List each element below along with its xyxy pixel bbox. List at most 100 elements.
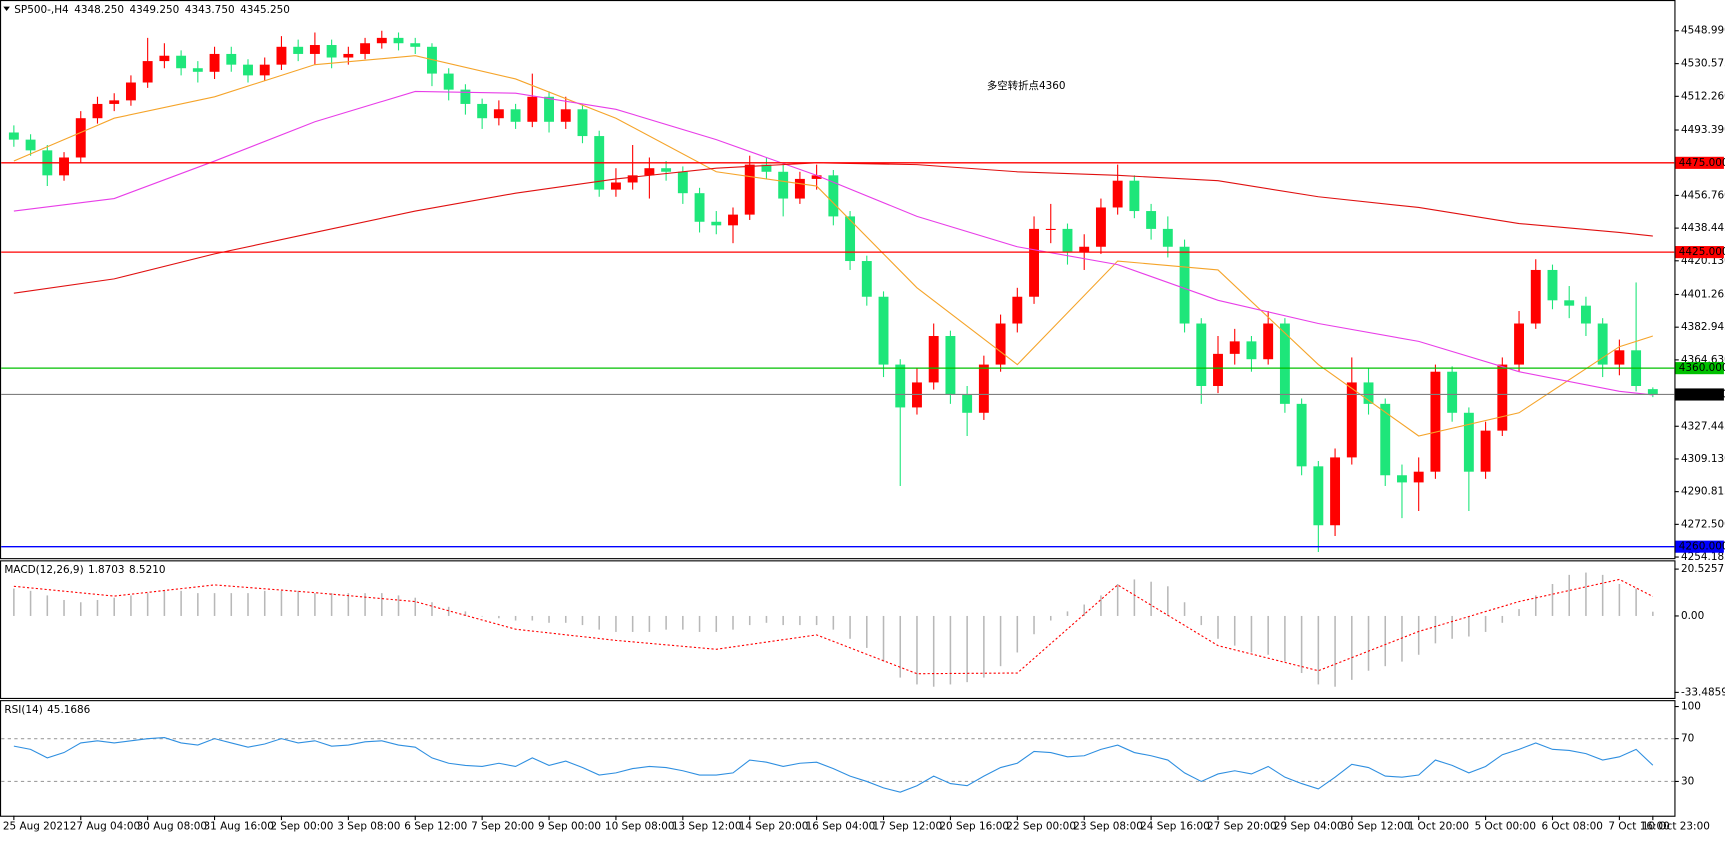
x-tick-label: 1 Oct 20:00 bbox=[1408, 821, 1469, 833]
candle-body bbox=[1263, 323, 1274, 360]
x-tick-label: 20 Sep 16:00 bbox=[939, 821, 1009, 833]
macd-bar bbox=[381, 593, 383, 616]
menu-triangle[interactable] bbox=[3, 6, 10, 12]
macd-bar bbox=[1233, 615, 1236, 646]
y-tick-label: 20.5257 bbox=[1681, 563, 1724, 575]
macd-bar bbox=[1200, 615, 1203, 626]
y-tick-label: 4456.760 bbox=[1681, 189, 1725, 201]
ohlc-value: 4348.250 bbox=[74, 4, 124, 16]
candle-body bbox=[577, 109, 588, 137]
macd-bar bbox=[531, 615, 534, 621]
y-tick-label: 0.00 bbox=[1681, 610, 1704, 622]
macd-bar bbox=[581, 615, 584, 626]
candle-body bbox=[25, 139, 36, 151]
macd-bar bbox=[1033, 615, 1035, 635]
candle-body bbox=[1647, 389, 1658, 395]
candle-body bbox=[1112, 180, 1123, 208]
candle-body bbox=[1514, 323, 1524, 365]
x-tick-label: 3 Sep 08:00 bbox=[337, 821, 400, 833]
candle-body bbox=[75, 118, 86, 158]
x-tick-label: 25 Aug 2021 bbox=[3, 821, 70, 833]
candle-body bbox=[276, 46, 287, 65]
macd-bar bbox=[615, 615, 617, 632]
candle-body bbox=[1413, 471, 1424, 483]
indicator-value: 45.1686 bbox=[47, 704, 90, 716]
macd-bar bbox=[29, 590, 32, 616]
candle-body bbox=[1530, 269, 1541, 324]
y-tick-label: 4530.575 bbox=[1681, 58, 1725, 70]
macd-bar bbox=[866, 615, 868, 648]
indicator-title: MACD(12,26,9) bbox=[4, 564, 83, 576]
candle-body bbox=[343, 53, 354, 58]
macd-bar bbox=[1534, 595, 1537, 616]
x-tick-label: 6 Oct 08:00 bbox=[1541, 821, 1602, 833]
candle-body bbox=[1580, 305, 1591, 324]
x-tick-label: 22 Sep 00:00 bbox=[1006, 821, 1076, 833]
candle-body bbox=[1313, 466, 1324, 526]
macd-bar bbox=[1635, 588, 1637, 616]
y-tick-label: 4290.815 bbox=[1681, 486, 1725, 498]
main-panel-frame bbox=[0, 0, 1676, 560]
macd-bar bbox=[832, 615, 835, 630]
level-box bbox=[1675, 540, 1724, 553]
macd-bar bbox=[665, 615, 667, 630]
macd-bar bbox=[447, 606, 450, 616]
macd-bar bbox=[949, 615, 952, 685]
macd-bar bbox=[397, 595, 400, 616]
x-tick-label: 23 Sep 08:00 bbox=[1073, 821, 1143, 833]
candle-body bbox=[728, 214, 738, 226]
candle-body bbox=[1463, 412, 1474, 472]
y-tick-label: 4272.500 bbox=[1681, 518, 1725, 530]
candle-body bbox=[560, 109, 571, 122]
candle-body bbox=[59, 157, 69, 176]
x-tick-label: 30 Aug 08:00 bbox=[137, 821, 207, 833]
macd-bar bbox=[1100, 595, 1102, 616]
candle-body bbox=[1179, 246, 1190, 324]
candle-body bbox=[125, 82, 136, 101]
moving-average bbox=[13, 90, 1653, 396]
x-tick-label: 17 Sep 12:00 bbox=[873, 821, 943, 833]
x-tick-label: 9 Sep 00:00 bbox=[538, 821, 601, 833]
rsi-plot bbox=[1, 737, 1675, 793]
macd-bar bbox=[1317, 615, 1320, 685]
candle-body bbox=[644, 168, 655, 176]
moving-average bbox=[13, 55, 1653, 437]
macd-bar bbox=[1133, 579, 1136, 616]
macd-bar bbox=[1300, 615, 1303, 674]
x-tick-label: 27 Sep 20:00 bbox=[1207, 821, 1277, 833]
macd-bar bbox=[263, 590, 266, 616]
ohlc-value: 4349.250 bbox=[130, 4, 180, 16]
candle-body bbox=[393, 37, 404, 44]
macd-bar bbox=[230, 593, 233, 616]
x-tick-label: 10 Sep 08:00 bbox=[605, 821, 675, 833]
level-label: 4425.000 bbox=[1679, 246, 1725, 258]
candle-body bbox=[794, 178, 805, 199]
candle-body bbox=[1095, 207, 1106, 247]
candle-body bbox=[677, 171, 688, 194]
annotation: 多空转折点4360 bbox=[987, 79, 1066, 92]
candle-body bbox=[1196, 323, 1207, 387]
y-tick-label: 4493.390 bbox=[1681, 124, 1725, 136]
x-tick-label: 31 Aug 16:00 bbox=[204, 821, 274, 833]
level-box bbox=[1675, 156, 1724, 169]
macd-bar bbox=[79, 602, 82, 616]
macd-bar bbox=[1367, 615, 1370, 671]
x-tick-label: 14 Sep 20:00 bbox=[739, 821, 809, 833]
candle-body bbox=[544, 96, 554, 122]
main-plot bbox=[1, 30, 1675, 553]
macd-bar bbox=[1083, 604, 1085, 616]
macd-bar bbox=[748, 615, 751, 626]
x-tick-label: 27 Aug 04:00 bbox=[70, 821, 140, 833]
y-tick-label: 100 bbox=[1681, 701, 1701, 713]
x-tick-label: 5 Oct 00:00 bbox=[1475, 821, 1536, 833]
x-tick-label: 7 Sep 20:00 bbox=[471, 821, 534, 833]
candle-body bbox=[1564, 300, 1575, 306]
macd-bar bbox=[682, 615, 684, 630]
candle-body bbox=[978, 364, 989, 413]
macd-bar bbox=[1167, 586, 1169, 616]
macd-bar bbox=[882, 615, 885, 662]
candle-body bbox=[510, 109, 521, 122]
x-tick-label: 6 Sep 12:00 bbox=[404, 821, 467, 833]
candle-body bbox=[1497, 364, 1508, 431]
macd-bar bbox=[966, 615, 968, 683]
